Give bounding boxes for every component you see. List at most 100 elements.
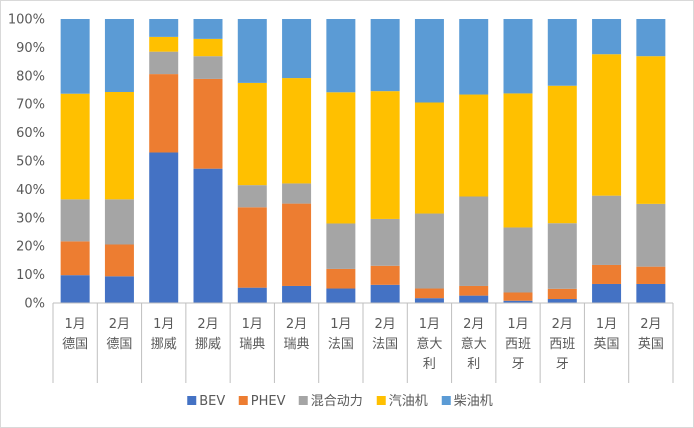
y-axis-labels: 0% 10% 20% 30% 40% 50% 60% 70% 80% 90% 100% [8,13,45,312]
x-category-label: 1月 [330,317,351,332]
bar-segment [636,203,666,267]
legend-swatch [441,396,451,405]
x-category-label: 1月 [507,317,528,332]
bar-segment [193,19,223,39]
x-category-label: 2月 [374,317,395,332]
bar-segment [104,19,134,92]
x-category-label: 利 [467,357,480,372]
bar-segment [370,218,400,266]
bar-segment [459,19,489,95]
bar-segment [592,283,622,303]
x-category-label: 英国 [594,337,620,352]
bar-segment [193,168,223,303]
x-category-label: 瑞典 [239,337,265,352]
bar-segment [547,19,577,86]
bar-segment [104,199,134,245]
bar-segment [237,185,267,208]
bar-segment [193,78,223,169]
y-tick-label: 80% [16,69,45,84]
y-tick-label: 90% [16,41,45,56]
bar-segment [149,36,179,52]
x-category-label: 挪威 [195,337,221,352]
x-category-label: 瑞典 [284,337,310,352]
bar-segment [547,223,577,289]
bar-segment [370,19,400,92]
legend-label: 汽油机 [389,394,428,409]
y-tick-label: 10% [16,268,45,283]
bar-segment [282,285,312,303]
y-tick-label: 20% [16,240,45,255]
x-category-label: 2月 [640,317,661,332]
y-tick-label: 40% [16,183,45,198]
x-category-label: 2月 [463,317,484,332]
bar-segment [282,78,312,184]
bar-segment [503,19,533,94]
axes-layer [52,302,674,383]
x-category-label: 牙 [511,357,524,372]
bar-segment [459,285,489,296]
y-tick-label: 60% [16,126,45,141]
legend: BEV PHEV 混合动力 汽油机 柴油机 [187,394,493,409]
y-tick-label: 0% [24,297,45,312]
x-category-label: 1月 [153,317,174,332]
bar-segment [592,19,622,55]
x-category-label: 德国 [62,337,88,352]
bar-segment [414,213,444,289]
bar-segment [636,266,666,284]
bar-segment [193,56,223,79]
bar-segment [547,288,577,300]
bar-segment [326,268,356,289]
bar-segment [592,195,622,265]
bar-segment [459,295,489,303]
legend-swatch [376,396,386,405]
bar-segment [60,199,90,242]
bar-segment [282,183,312,204]
bar-segment [547,85,577,224]
bar-segment [282,203,312,286]
legend-swatch [298,396,308,405]
x-category-label: 牙 [556,357,569,372]
x-category-label: 1月 [419,317,440,332]
x-category-label: 1月 [64,317,85,332]
x-category-label: 英国 [638,337,664,352]
bar-segment [60,275,90,303]
bar-segment [193,38,223,57]
bar-segment [149,19,179,37]
bar-segment [370,91,400,219]
bar-segment [60,241,90,276]
bar-segment [149,152,179,303]
bar-segment [237,82,267,186]
bar-segment [237,19,267,83]
bar-segment [370,284,400,303]
bar-segment [149,51,179,75]
x-category-label: 利 [423,357,436,372]
bar-segment [104,276,134,303]
bar-segment [104,91,134,200]
x-category-label: 2月 [109,317,130,332]
bar-segment [459,94,489,197]
bar-segment [60,93,90,200]
bar-segment [237,207,267,288]
bar-segment [326,19,356,93]
x-category-label: 挪威 [151,337,177,352]
bar-segment [60,19,90,94]
legend-label: PHEV [251,394,286,409]
x-category-label: 德国 [106,337,132,352]
bar-segment [104,244,134,277]
x-category-label: 西班 [505,337,531,352]
bar-segment [592,54,622,196]
bar-segment [636,56,666,204]
bar-segment [282,19,312,79]
bar-segment [414,288,444,299]
bar-segment [237,287,267,303]
bar-segment [326,223,356,269]
y-tick-label: 70% [16,98,45,113]
legend-label: BEV [199,394,225,409]
bar-segment [636,283,666,303]
bar-segment [414,19,444,103]
legend-label: 柴油机 [454,394,493,409]
legend-swatch [187,396,197,405]
